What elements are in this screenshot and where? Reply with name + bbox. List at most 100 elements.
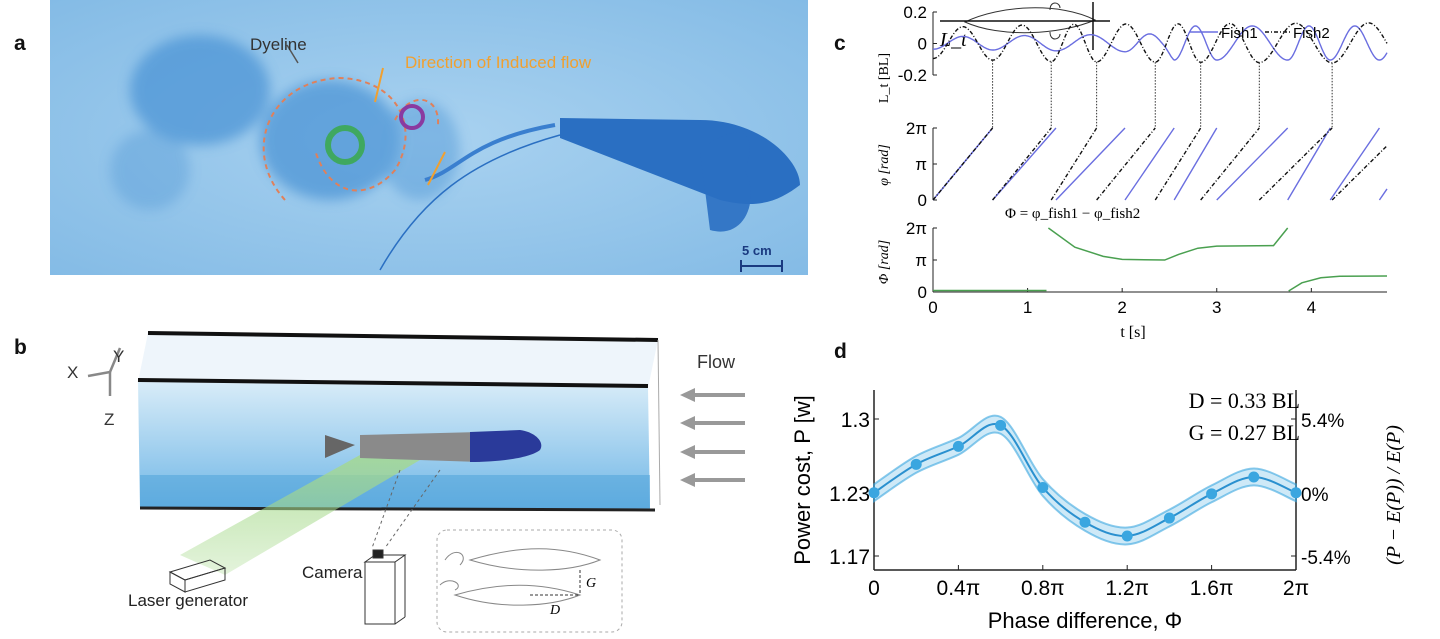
flow-arrows (680, 388, 745, 487)
c-ytick-label: 0 (918, 191, 927, 210)
vortex-right-icon (399, 104, 425, 130)
c-ytick-label: 0.2 (903, 3, 927, 22)
phase-segment-fish1 (1055, 127, 1126, 201)
data-point (1248, 471, 1260, 483)
flow-direction-label: Direction of Induced flow (405, 53, 592, 72)
c-ytick-label: -0.2 (898, 66, 927, 85)
data-point (952, 440, 964, 452)
d-xtick-label: 0.8π (1021, 577, 1065, 600)
phase-difference-line (1047, 227, 1289, 261)
flow-arrow-down (427, 151, 446, 186)
data-point (1079, 516, 1091, 528)
phase-segment-fish1 (1216, 127, 1289, 201)
data-point (1206, 488, 1218, 500)
phase-segment-fish2 (1096, 127, 1156, 201)
fish-tail-dye (424, 123, 556, 182)
panel-label-a: a (14, 32, 26, 55)
dyeline-outline (262, 76, 440, 201)
d-ytick-right-label: 5.4% (1301, 411, 1344, 432)
phase-segment-fish2 (1050, 127, 1098, 201)
distance-label: D (549, 603, 560, 618)
c-xtick-label: 2 (1117, 298, 1126, 317)
confidence-band (873, 414, 1297, 546)
phase-segment-fish1 (1329, 127, 1381, 201)
phase-segment-fish1 (1124, 127, 1175, 201)
camera-label: Camera (302, 563, 363, 582)
d-xtick-label: 1.6π (1190, 577, 1234, 600)
laser-generator-icon (168, 559, 227, 593)
data-point (1121, 530, 1133, 542)
d-ytick-label: 1.3 (841, 409, 870, 432)
d-xtick-label: 2π (1283, 577, 1309, 600)
panel-label-d: d (834, 340, 847, 363)
robot-fish-model (325, 430, 542, 462)
c-ylabel-Phi: Φ [rad] (877, 240, 892, 285)
phase-diff-formula: Φ = φ_fish1 − φ_fish2 (1005, 206, 1140, 222)
vortex-left-icon (325, 125, 365, 165)
laser-sheet (180, 455, 420, 575)
d-xtick-label: 0 (868, 577, 880, 600)
phase-segment-fish1 (1378, 188, 1388, 201)
d-ylabel: Power cost, P [w] (790, 395, 815, 565)
flow-arrow-up (374, 67, 384, 103)
c-ytick-label: π (915, 155, 927, 174)
phase-segment-fish2 (1154, 127, 1202, 201)
d-ytick-label: 1.23 (829, 483, 870, 506)
data-point (995, 419, 1007, 431)
c-xtick-label: 0 (928, 298, 937, 317)
phase-segment-fish2 (932, 127, 994, 201)
d-ytick-label: 1.17 (829, 546, 870, 569)
laser-generator-label: Laser generator (128, 591, 248, 610)
data-point (1163, 512, 1175, 524)
c-ytick-label: π (915, 251, 927, 270)
inset-schematic (436, 529, 623, 633)
annotation-g: G = 0.27 BL (1189, 420, 1300, 445)
panel-label-c: c (834, 32, 846, 55)
axis-y-label: Y (113, 347, 124, 366)
data-point (1037, 482, 1049, 493)
c-ytick-label: 2π (906, 219, 927, 238)
scale-bar-label: 5 cm (742, 243, 772, 258)
c-ytick-label: 2π (906, 119, 927, 138)
phase-segment-fish2 (1258, 127, 1333, 201)
d-ytick-right-label: 0% (1301, 485, 1329, 506)
fish-schematic-icon (940, 2, 1110, 50)
c-ytick-label: 0 (918, 283, 927, 302)
panel-label-b: b (14, 336, 27, 359)
c-xtick-label: 3 (1212, 298, 1221, 317)
dyeline-pointer (286, 44, 299, 64)
phase-segment-fish1 (1173, 127, 1218, 201)
dyeline-label: Dyeline (250, 35, 307, 54)
phase-segment-fish2 (992, 127, 1052, 201)
c-xtick-label: 4 (1307, 298, 1316, 317)
d-ylabel-right: (P − E(P)) / E(P) (1383, 425, 1405, 565)
c-ylabel-phi: φ [rad] (877, 144, 892, 186)
phase-segment-fish1 (1287, 127, 1331, 201)
d-ytick-right-label: -5.4% (1301, 548, 1351, 569)
lt-line-fish2 (932, 22, 1388, 64)
legend-fish2: Fish2 (1293, 25, 1330, 42)
d-xtick-label: 0.4π (937, 577, 981, 600)
c-ylabel-lt: L_t [BL] (877, 53, 892, 103)
phase-segment-fish2 (1200, 127, 1260, 201)
gap-label: G (586, 576, 596, 591)
axis-z-label: Z (104, 410, 114, 429)
data-point (1290, 487, 1302, 499)
data-point (868, 487, 880, 499)
lt-line-fish1 (933, 25, 1388, 61)
d-xtick-label: 1.2π (1105, 577, 1149, 600)
data-point (910, 458, 922, 470)
flow-label: Flow (697, 352, 736, 372)
c-xlabel: t [s] (1120, 324, 1145, 341)
c-ytick-label: 0 (918, 35, 927, 54)
annotation-d: D = 0.33 BL (1189, 388, 1300, 413)
camera-icon (363, 549, 407, 625)
phase-segment-fish2 (1331, 145, 1388, 201)
phase-difference-line (1288, 275, 1388, 292)
d-xlabel: Phase difference, Φ (988, 608, 1183, 633)
legend-fish1: Fish1 (1221, 25, 1258, 42)
c-xtick-label: 1 (1023, 298, 1032, 317)
